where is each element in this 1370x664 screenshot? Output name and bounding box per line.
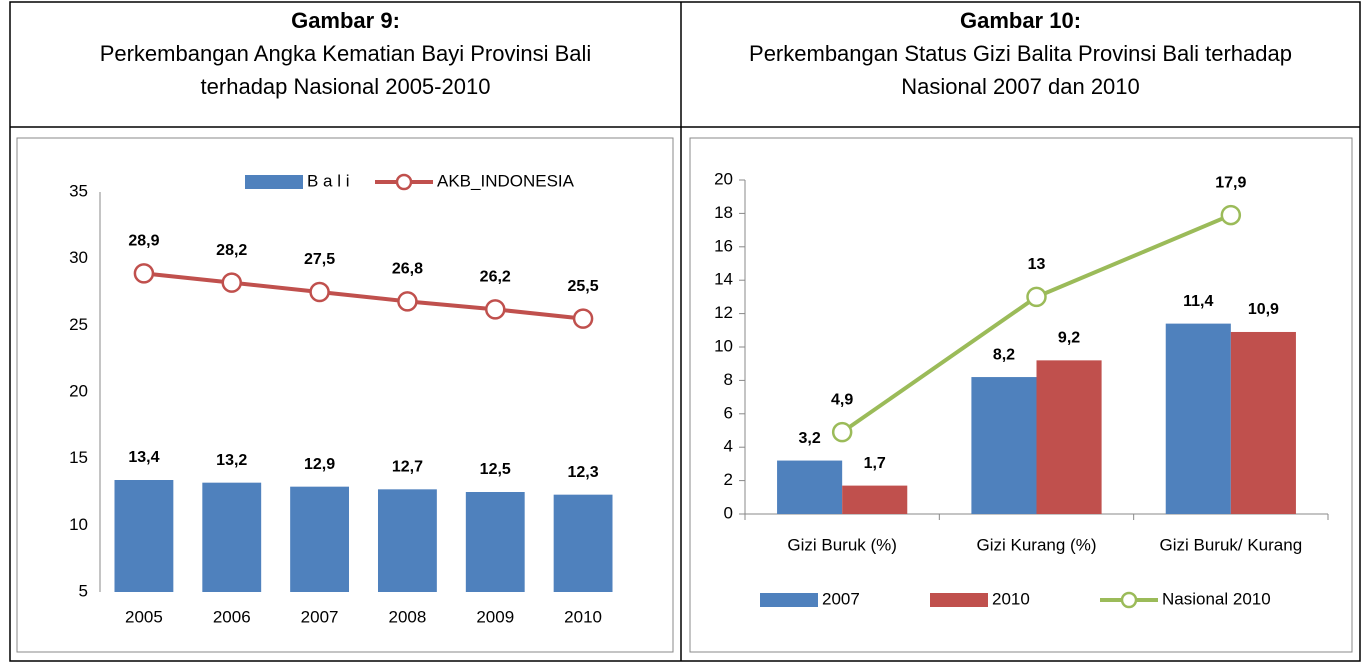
figure-label: Gambar 9: xyxy=(291,8,400,33)
legend-label: B a l i xyxy=(307,171,350,190)
chart-frame xyxy=(689,137,1353,653)
line-marker xyxy=(133,263,155,284)
value-label: 12,5 xyxy=(480,461,511,478)
value-label: 3,2 xyxy=(798,430,820,447)
line-marker xyxy=(485,299,506,320)
value-label: 9,2 xyxy=(1058,330,1080,347)
chart-frame xyxy=(16,137,674,653)
legend-label: 2007 xyxy=(822,589,860,608)
legend-swatch xyxy=(930,593,988,607)
bar xyxy=(1036,360,1102,514)
value-label: 13 xyxy=(1028,256,1046,273)
y-tick-label: 25 xyxy=(69,315,88,334)
bar xyxy=(1165,323,1231,514)
table-border xyxy=(9,1,1361,662)
x-tick-label: Gizi Buruk (%) xyxy=(787,535,897,554)
line-marker xyxy=(1220,204,1242,226)
bar xyxy=(465,492,525,592)
value-label: 28,2 xyxy=(216,242,247,259)
x-tick-label: 2006 xyxy=(213,607,251,626)
x-tick-label: 2009 xyxy=(476,607,514,626)
line-marker xyxy=(1026,286,1047,308)
bar xyxy=(377,489,437,592)
x-tick-label: 2007 xyxy=(301,607,339,626)
value-label: 26,8 xyxy=(392,261,423,278)
bar xyxy=(1230,331,1296,514)
value-label: 13,4 xyxy=(128,449,159,466)
y-tick-label: 0 xyxy=(724,503,733,522)
legend-swatch xyxy=(395,173,413,191)
bar xyxy=(777,460,843,514)
legend-swatch xyxy=(760,593,818,607)
y-tick-label: 35 xyxy=(69,181,88,200)
y-tick-label: 6 xyxy=(724,403,733,422)
x-tick-label: Gizi Kurang (%) xyxy=(977,535,1097,554)
line-marker xyxy=(831,421,853,443)
line-marker xyxy=(397,291,418,312)
legend-label: 2010 xyxy=(992,589,1030,608)
value-label: 12,3 xyxy=(568,464,599,481)
value-label: 12,7 xyxy=(392,459,423,476)
y-tick-label: 30 xyxy=(69,248,88,267)
figure-header: Gambar 9: Perkembangan Angka Kematian Ba… xyxy=(10,2,681,127)
bar xyxy=(842,485,908,514)
y-tick-label: 14 xyxy=(714,270,733,289)
line-marker xyxy=(221,272,242,293)
value-label: 27,5 xyxy=(304,251,335,268)
figure-title: Perkembangan Status Gizi Balita Provinsi… xyxy=(749,41,1292,99)
value-label: 1,7 xyxy=(864,455,886,472)
y-tick-label: 10 xyxy=(69,515,88,534)
value-label: 26,2 xyxy=(480,269,511,286)
figure-header: Gambar 10: Perkembangan Status Gizi Bali… xyxy=(681,2,1360,127)
value-label: 12,9 xyxy=(304,456,335,473)
legend-label: AKB_INDONESIA xyxy=(437,171,575,190)
y-tick-label: 20 xyxy=(69,381,88,400)
y-tick-label: 15 xyxy=(69,448,88,467)
legend-swatch xyxy=(245,175,303,189)
value-label: 28,9 xyxy=(128,233,159,250)
bar xyxy=(553,494,613,592)
bar xyxy=(971,377,1037,514)
legend-label: Nasional 2010 xyxy=(1162,589,1271,608)
legend-swatch xyxy=(1120,591,1138,609)
y-tick-label: 4 xyxy=(724,437,733,456)
y-tick-label: 8 xyxy=(724,370,733,389)
value-label: 8,2 xyxy=(993,346,1015,363)
bar xyxy=(114,480,174,592)
y-tick-label: 20 xyxy=(714,169,733,188)
value-label: 25,5 xyxy=(568,278,599,295)
value-label: 11,4 xyxy=(1183,293,1213,310)
value-label: 4,9 xyxy=(831,391,853,408)
value-label: 10,9 xyxy=(1248,301,1279,318)
figure-title: Perkembangan Angka Kematian Bayi Provins… xyxy=(99,41,592,99)
x-tick-label: 2005 xyxy=(125,607,163,626)
y-tick-label: 10 xyxy=(714,336,733,355)
line xyxy=(143,271,584,321)
value-label: 17,9 xyxy=(1215,174,1246,191)
value-label: 13,2 xyxy=(216,452,247,469)
line-marker xyxy=(572,308,594,329)
y-tick-label: 12 xyxy=(714,303,733,322)
x-tick-label: 2008 xyxy=(389,607,427,626)
y-tick-label: 5 xyxy=(79,581,88,600)
x-tick-label: Gizi Buruk/ Kurang xyxy=(1159,535,1302,554)
line-marker xyxy=(309,281,330,303)
bar xyxy=(202,482,262,592)
y-tick-label: 2 xyxy=(724,470,733,489)
y-tick-label: 16 xyxy=(714,236,733,255)
bar xyxy=(290,486,350,592)
y-tick-label: 18 xyxy=(714,203,733,222)
figure-label: Gambar 10: xyxy=(959,8,1082,33)
x-tick-label: 2010 xyxy=(564,607,602,626)
